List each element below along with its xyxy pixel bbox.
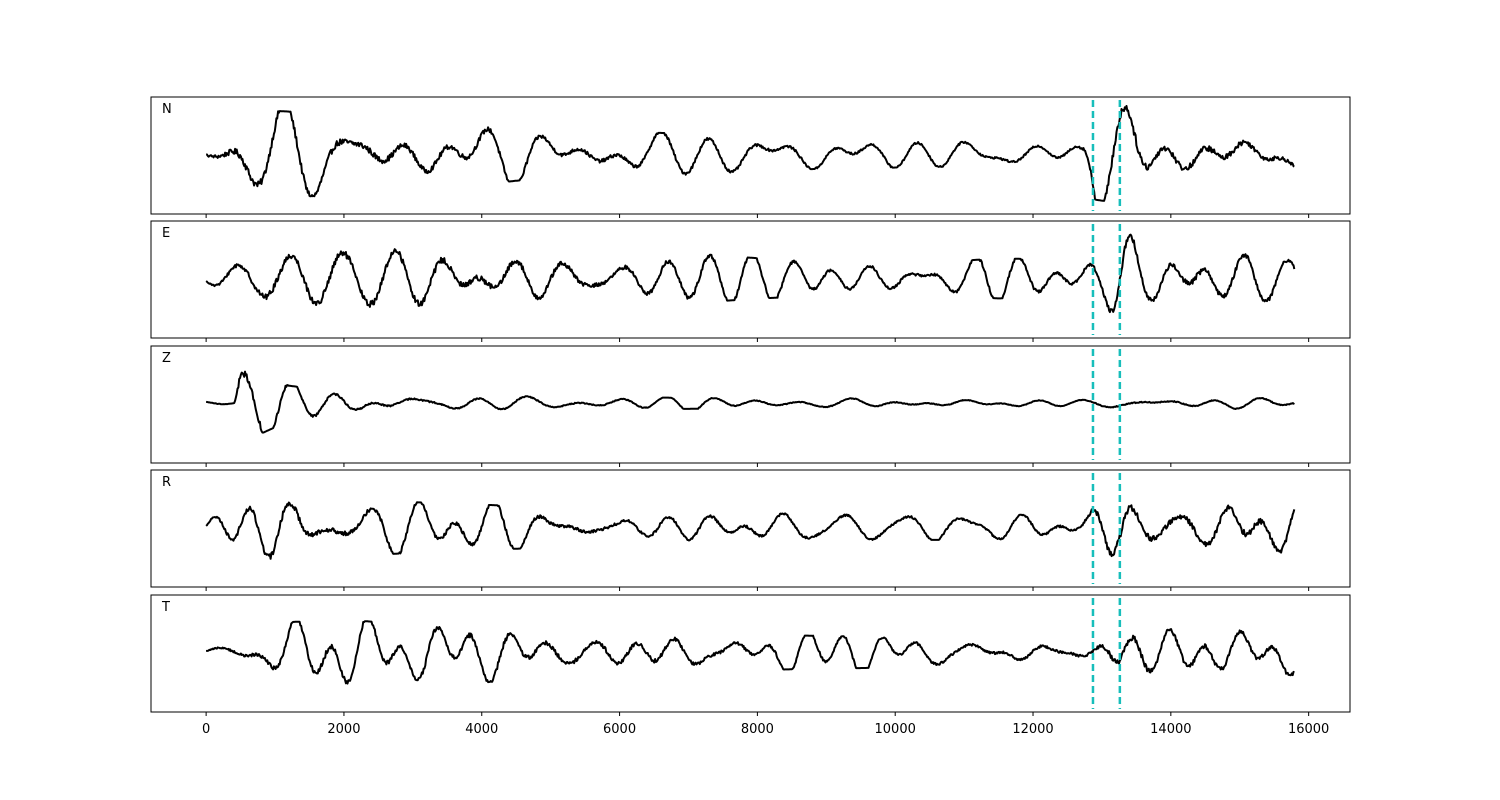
x-tick-label: 10000 [875,722,916,737]
panel-label: R [162,475,171,490]
x-tick-label: 6000 [603,722,636,737]
x-tick-label: 4000 [465,722,498,737]
panel-r: R [150,469,1351,591]
panel-label: Z [162,351,171,366]
panel-frame [150,345,1351,464]
panel-frame [150,220,1351,339]
waveform-trace [205,233,1296,314]
panel-n: N [150,96,1351,218]
x-tick-label: 12000 [1012,722,1053,737]
x-tick-label: 2000 [327,722,360,737]
panel-e: E [150,220,1351,342]
panel-label: N [162,102,172,117]
x-tick-label: 14000 [1150,722,1191,737]
x-axis: 0 2000 4000 6000 8000 10000 12000 14000 16000 [202,722,1329,737]
waveform-trace [205,370,1295,434]
x-tick-label: 0 [202,722,210,737]
waveform-trace [206,105,1295,202]
x-tick-label: 8000 [741,722,774,737]
panels-group: N E Z R T [150,96,1351,716]
waveform-trace [205,501,1296,560]
panel-frame [150,594,1351,713]
panel-t: T [150,594,1351,716]
panel-label: T [161,600,170,615]
panel-frame [150,96,1351,215]
panel-z: Z [150,345,1351,467]
panel-label: E [162,226,170,241]
panel-frame [150,469,1351,588]
x-tick-label: 16000 [1288,722,1329,737]
waveform-trace [205,620,1295,685]
